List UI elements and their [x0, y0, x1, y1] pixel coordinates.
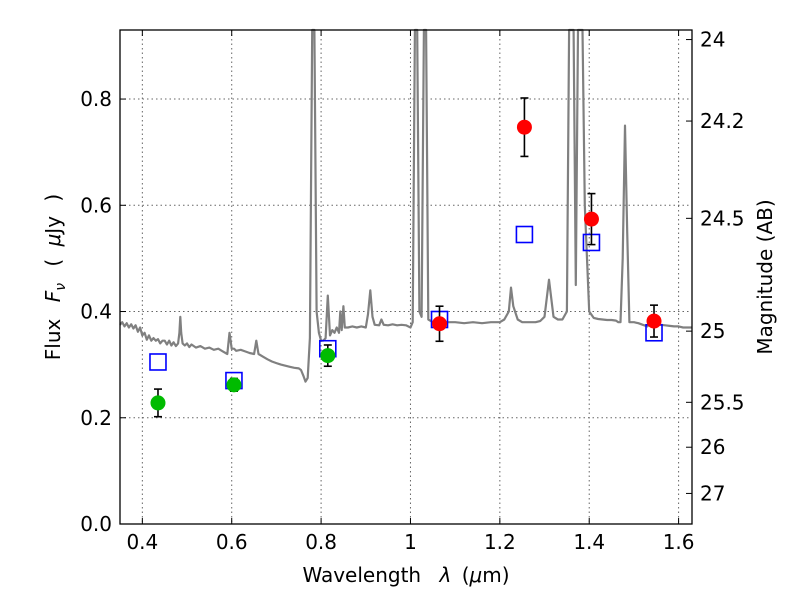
x-label-unit-mu: μ	[469, 563, 483, 587]
template-spectrum	[119, 28, 692, 383]
photometry-point	[583, 211, 599, 227]
plot-series	[119, 28, 692, 418]
y-label-text: Flux	[41, 318, 65, 360]
x-label-unit-open: (	[462, 563, 470, 587]
photometry-point	[432, 316, 448, 332]
photometry-point	[516, 119, 532, 135]
photometry-point	[320, 348, 336, 364]
x-tick-label: 1.4	[573, 530, 605, 554]
photometry-point	[226, 377, 242, 393]
x-tick-label: 0.6	[216, 530, 248, 554]
y-label-sub: ν	[53, 283, 69, 291]
y-tick-label: 0.2	[80, 406, 112, 430]
x-label-symbol: λ	[438, 563, 451, 587]
grid	[120, 30, 692, 525]
y-tick-label: 0.8	[80, 87, 112, 111]
y-tick-label: 0.6	[80, 193, 112, 217]
y-tick-label: 0.4	[80, 300, 112, 324]
y-label-unit-mu: μ	[41, 234, 65, 248]
photometry-point	[646, 313, 662, 329]
x-tick-label: 1	[404, 530, 417, 554]
axis-ticks: 0.4 0.6 0.8 1 1.2 1.4 1.6 0.0 0.2 0.4 0.6 0.8 24 24.2…	[80, 28, 744, 554]
photometry-point	[150, 395, 166, 411]
x-tick-label: 0.8	[305, 530, 337, 554]
y-tick-label: 0.0	[80, 512, 112, 536]
model-point	[149, 353, 167, 371]
model-point	[515, 225, 534, 244]
axis-labels: Wavelength λ (μm) Flux Fν ( μJy ) Magnit…	[41, 194, 777, 587]
y2-tick-label: 24.5	[700, 206, 745, 230]
y2-tick-label: 26	[700, 435, 725, 459]
y-label-unit-open: (	[41, 259, 65, 267]
x-label-text: Wavelength	[302, 563, 421, 587]
x-tick-label: 0.4	[126, 530, 158, 554]
x-axis-title: Wavelength λ (μm)	[302, 563, 509, 587]
template-spectrum-line	[119, 28, 692, 383]
y-label-symbol: F	[41, 290, 65, 302]
y2-tick-label: 24.2	[700, 109, 745, 133]
y-label-unit-close: )	[41, 194, 65, 202]
model-photometry	[149, 225, 663, 390]
plot-frame	[119, 29, 693, 525]
x-tick-label: 1.2	[484, 530, 516, 554]
y2-tick-label: 24	[700, 28, 725, 52]
optical-photometry	[150, 344, 336, 418]
nir-photometry	[432, 97, 662, 343]
x-label-unit-rest: m)	[482, 563, 509, 587]
y2-tick-label: 25.5	[700, 390, 745, 414]
x-tick-label: 1.6	[663, 530, 695, 554]
y-axis-title: Flux Fν ( μJy )	[41, 194, 70, 360]
y2-axis-title: Magnitude (AB)	[753, 199, 777, 354]
y-label-unit-rest: Jy	[41, 216, 65, 236]
y2-tick-label: 25	[700, 319, 725, 343]
y2-tick-label: 27	[700, 481, 725, 505]
